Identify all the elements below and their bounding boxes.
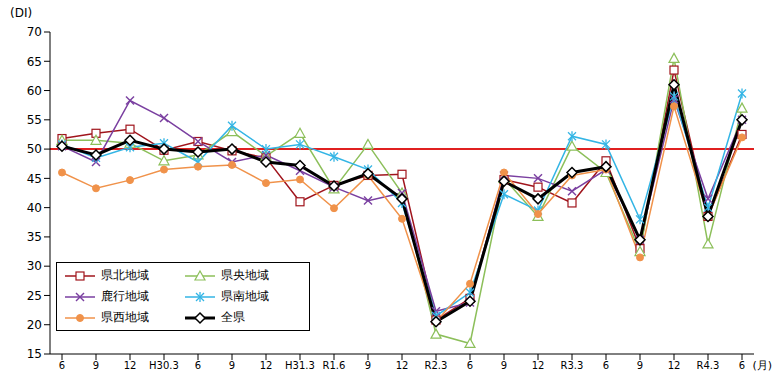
html-text:県北地域: 県北地域 — [101, 268, 149, 282]
svg-text:65: 65 — [27, 55, 42, 69]
svg-text:12: 12 — [396, 360, 409, 371]
html-text:全県: 全県 — [221, 310, 245, 324]
svg-text:20: 20 — [27, 318, 42, 332]
svg-text:H30.3: H30.3 — [149, 360, 179, 371]
svg-text:12: 12 — [532, 360, 545, 371]
svg-text:12: 12 — [668, 360, 681, 371]
svg-text:12: 12 — [124, 360, 137, 371]
svg-text:9: 9 — [365, 360, 371, 371]
html-text:県央地域: 県央地域 — [221, 268, 269, 282]
svg-text:9: 9 — [501, 360, 507, 371]
svg-text:12: 12 — [260, 360, 273, 371]
svg-text:6: 6 — [467, 360, 473, 371]
svg-text:6: 6 — [739, 360, 745, 371]
svg-text:6: 6 — [195, 360, 201, 371]
svg-text:60: 60 — [27, 84, 42, 98]
svg-text:45: 45 — [27, 172, 42, 186]
html-text:(DI): (DI) — [10, 6, 33, 20]
svg-text:9: 9 — [93, 360, 99, 371]
svg-text:25: 25 — [27, 289, 42, 303]
svg-text:40: 40 — [27, 201, 42, 215]
svg-text:6: 6 — [59, 360, 65, 371]
html-text:鹿行地域: 鹿行地域 — [101, 289, 149, 303]
svg-text:9: 9 — [637, 360, 643, 371]
svg-text:R2.3: R2.3 — [425, 360, 448, 371]
svg-text:9: 9 — [229, 360, 235, 371]
html-text:県南地域: 県南地域 — [221, 289, 269, 303]
html-text:(月): (月) — [752, 359, 772, 372]
svg-text:55: 55 — [27, 113, 42, 127]
svg-text:R4.3: R4.3 — [697, 360, 720, 371]
html-text:県西地域: 県西地域 — [101, 310, 149, 324]
svg-text:70: 70 — [27, 25, 42, 39]
svg-text:50: 50 — [27, 142, 42, 156]
svg-text:35: 35 — [27, 230, 42, 244]
svg-text:30: 30 — [27, 259, 42, 273]
svg-text:H31.3: H31.3 — [285, 360, 315, 371]
svg-text:15: 15 — [27, 347, 42, 361]
svg-text:R3.3: R3.3 — [561, 360, 584, 371]
svg-text:R1.6: R1.6 — [323, 360, 346, 371]
svg-text:6: 6 — [603, 360, 609, 371]
